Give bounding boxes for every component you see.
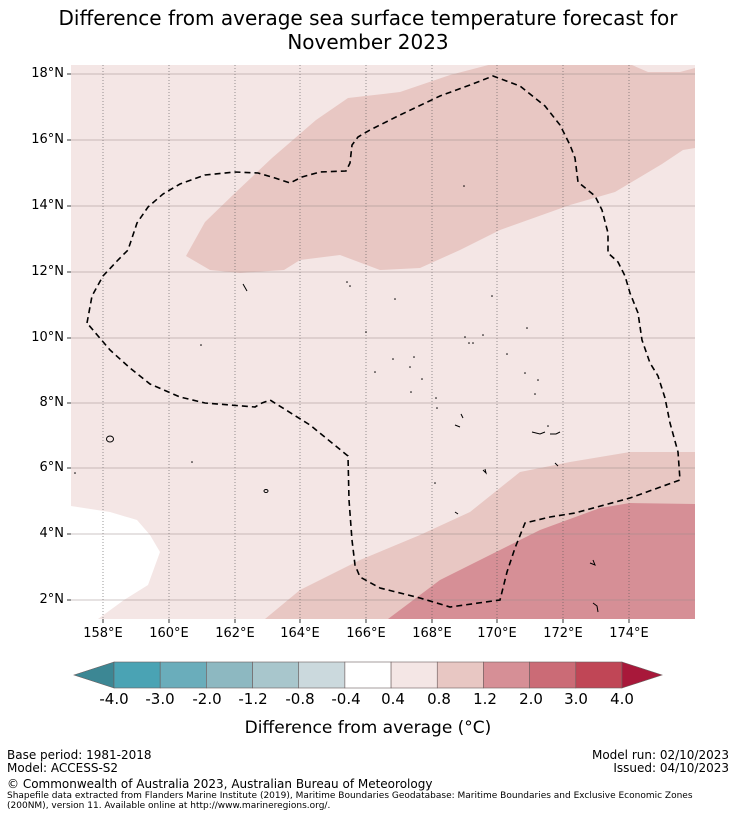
colorbar-tick-label: -2.0 [192,690,222,708]
lon-label-172e: 172°E [543,626,583,641]
colorbar-segment [206,661,253,689]
lon-label-164e: 164°E [280,626,320,641]
model-run-date: Model run: 02/10/2023 [591,748,729,762]
lon-label-168e: 168°E [412,626,452,641]
colorbar-tick-label: 4.0 [610,690,634,708]
lat-label-14n: 14°N [31,198,64,213]
colorbar-title: Difference from average (°C) [244,718,492,738]
base-period: Base period: 1981-2018 [7,748,152,762]
eez-boundary [86,75,681,608]
colorbar-tick-label: 3.0 [564,690,588,708]
colorbar-tick-label: -0.8 [285,690,315,708]
colorbar-extend-low [73,661,115,689]
lon-label-160e: 160°E [149,626,189,641]
model-name: Model: ACCESS-S2 [7,761,119,775]
issued-date: Issued: 04/10/2023 [613,761,729,775]
lon-label-174e: 174°E [609,626,649,641]
colorbar-tick-label: 0.8 [427,690,451,708]
anomaly-band-1.2-2.0 [388,503,695,619]
lon-label-158e: 158°E [83,626,123,641]
colorbar-segment [390,661,438,689]
lat-label-8n: 8°N [39,395,65,410]
lon-label-166e: 166°E [346,626,386,641]
lat-label-6n: 6°N [39,460,65,475]
anomaly-band-0.8-1.2-north [186,65,695,273]
lat-label-16n: 16°N [31,132,64,147]
colorbar-tick-label: -0.4 [331,690,361,708]
islands [106,283,599,613]
lat-label-18n: 18°N [31,66,64,81]
colorbar-segment [529,661,577,689]
colorbar-segment [252,661,300,689]
colorbar-tick-label: -4.0 [99,690,129,708]
lon-label-170e: 170°E [477,626,517,641]
colorbar-segment [159,661,207,689]
colorbar-tick-label: 1.2 [473,690,497,708]
colorbar-tick-label: 2.0 [519,690,543,708]
title-line-1: Difference from average sea surface temp… [58,6,678,30]
lat-label-12n: 12°N [31,264,64,279]
source-credit-line-1: Shapefile data extracted from Flanders M… [7,791,693,801]
title-line-2: November 2023 [287,30,449,54]
colorbar [73,661,663,689]
colorbar-tick-label: -1.2 [238,690,268,708]
lon-label-162e: 162°E [215,626,255,641]
source-credit-line-2: (200NM), version 11. Available online at… [7,801,331,811]
colorbar-segment [483,661,530,689]
colorbar-segment [298,661,346,689]
colorbar-extend-high [621,661,663,689]
colorbar-segment [113,661,161,689]
copyright: © Commonwealth of Australia 2023, Austra… [7,777,433,791]
chart-title: Difference from average sea surface temp… [0,6,736,54]
lat-label-2n: 2°N [39,592,65,607]
colorbar-segment [575,661,623,689]
colorbar-segment [436,661,484,689]
colorbar-tick-label: 0.4 [381,690,405,708]
lat-label-4n: 4°N [39,526,65,541]
lat-label-10n: 10°N [31,330,64,345]
colorbar-segment [344,661,392,689]
colorbar-tick-label: -3.0 [145,690,175,708]
